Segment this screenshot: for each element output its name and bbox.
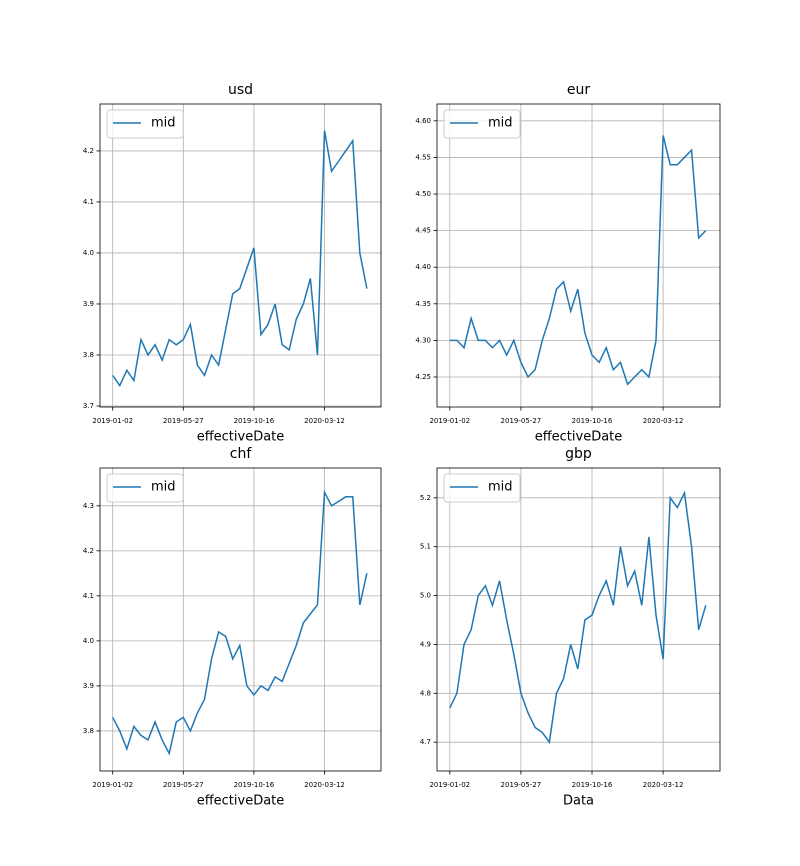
legend-label: mid (488, 480, 513, 495)
y-tick-label: 5.1 (420, 543, 431, 551)
y-tick-label: 4.7 (420, 738, 431, 746)
line (112, 489, 368, 756)
y-tick-label: 3.8 (83, 351, 94, 359)
y-tick-label: 4.2 (83, 147, 94, 155)
legend-label: mid (151, 480, 176, 495)
x-tick-label: 2019-10-16 (572, 417, 613, 425)
x-tick-label: 2019-05-27 (501, 781, 542, 789)
y-tick-label: 4.30 (415, 336, 431, 344)
plot-area (100, 468, 381, 771)
axes-frame (99, 103, 382, 408)
x-tick-label: 2019-10-16 (572, 781, 613, 789)
y-tick-label: 3.9 (83, 682, 94, 690)
axes-frame (436, 103, 721, 408)
legend-box (443, 109, 521, 139)
y-tick-label: 4.1 (83, 592, 94, 600)
x-axis-label: effectiveDate (197, 794, 285, 809)
x-tick-label: 2019-01-02 (92, 417, 133, 425)
y-tick-label: 4.0 (83, 637, 94, 645)
legend-box (106, 473, 184, 503)
y-tick-label: 4.1 (83, 198, 94, 206)
line (449, 490, 707, 745)
line (112, 130, 368, 388)
x-axis-label: Data (563, 794, 594, 809)
subplot: 2019-01-02 2019-05-27 2019-10-16 2020-03-12… (415, 82, 721, 445)
y-tick-label: 4.35 (415, 300, 431, 308)
y-tick-label: 4.40 (415, 263, 431, 271)
subplot: 2019-01-02 2019-05-27 2019-10-16 2020-03-12… (420, 446, 721, 809)
y-tick-label: 4.55 (415, 153, 431, 161)
y-tick-label: 4.8 (420, 689, 431, 697)
subplot: 2019-01-02 2019-05-27 2019-10-16 2020-03-12… (83, 446, 382, 809)
y-tick-label: 4.2 (83, 547, 94, 555)
x-axis-label: effectiveDate (197, 430, 285, 445)
legend-label: mid (488, 116, 513, 131)
x-tick-label: 2020-03-12 (643, 781, 684, 789)
x-tick-label: 2019-05-27 (501, 417, 542, 425)
x-tick-label: 2019-01-02 (429, 417, 470, 425)
plot-area (437, 104, 720, 407)
x-tick-label: 2019-01-02 (92, 781, 133, 789)
y-tick-label: 4.45 (415, 227, 431, 235)
y-tick-label: 4.60 (415, 117, 431, 125)
legend-box (106, 109, 184, 139)
legend-label: mid (151, 116, 176, 131)
y-tick-label: 4.25 (415, 373, 431, 381)
y-tick-label: 4.50 (415, 190, 431, 198)
y-tick-label: 5.0 (420, 592, 431, 600)
subplot: 2019-01-02 2019-05-27 2019-10-16 2020-03-12… (83, 82, 382, 445)
y-tick-label: 4.9 (420, 640, 431, 648)
x-tick-label: 2020-03-12 (304, 781, 345, 789)
x-tick-label: 2019-05-27 (163, 417, 204, 425)
subplot-title: usd (228, 82, 253, 98)
subplot-title: chf (230, 446, 253, 462)
axes-frame (99, 467, 382, 772)
x-tick-label: 2019-01-02 (429, 781, 470, 789)
x-tick-label: 2019-10-16 (234, 781, 275, 789)
subplot-title: gbp (565, 446, 592, 462)
y-tick-label: 3.7 (83, 402, 94, 410)
line (449, 135, 707, 386)
y-tick-label: 4.0 (83, 249, 94, 257)
x-tick-label: 2019-10-16 (234, 417, 275, 425)
subplot-title: eur (567, 82, 590, 98)
legend-box (443, 473, 521, 503)
x-tick-label: 2020-03-12 (643, 417, 684, 425)
y-tick-label: 3.9 (83, 300, 94, 308)
x-tick-label: 2020-03-12 (304, 417, 345, 425)
plot-area (437, 468, 720, 771)
x-tick-label: 2019-05-27 (163, 781, 204, 789)
plot-area (100, 104, 381, 407)
y-tick-label: 4.3 (83, 502, 94, 510)
axes-frame (436, 467, 721, 772)
y-tick-label: 5.2 (420, 494, 431, 502)
x-axis-label: effectiveDate (535, 430, 623, 445)
y-tick-label: 3.8 (83, 727, 94, 735)
